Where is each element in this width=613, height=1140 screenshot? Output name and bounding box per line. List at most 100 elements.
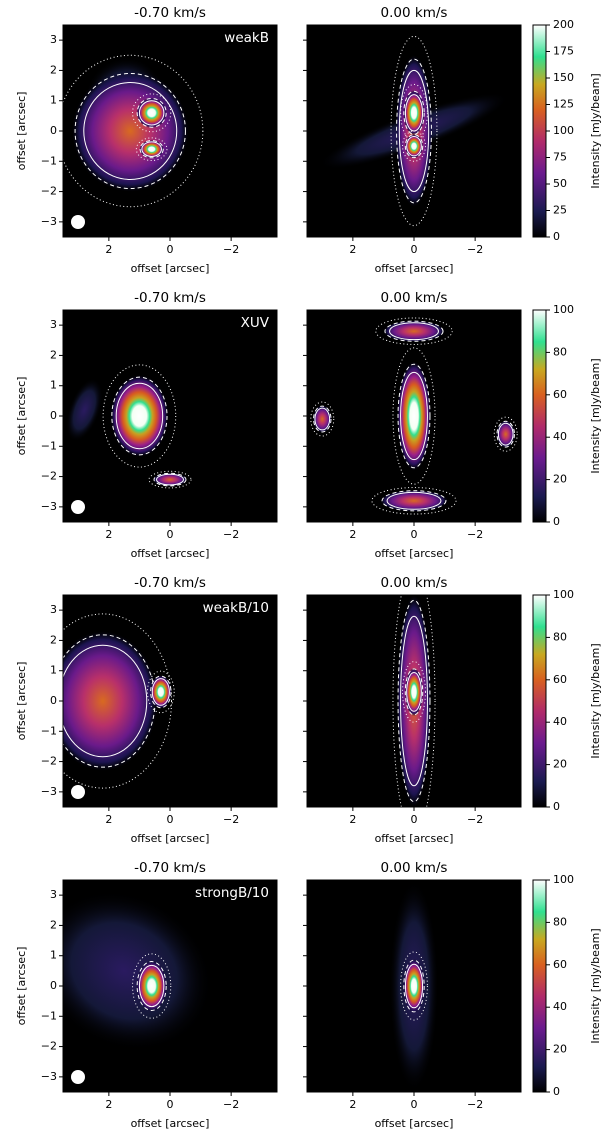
contour	[375, 317, 453, 345]
y-tick-label: −1	[41, 1009, 57, 1022]
colorbar-tick-label: 60	[553, 958, 567, 971]
emission	[403, 90, 425, 136]
y-axis-label: offset [arcsec]	[15, 662, 28, 741]
beam	[71, 1070, 85, 1084]
colorbar-tick-label: 0	[553, 1085, 560, 1098]
emission	[313, 405, 332, 433]
contour	[397, 599, 431, 803]
colorbar-tick-label: 20	[553, 758, 567, 771]
x-axis-label: offset [arcsec]	[375, 262, 454, 275]
y-tick-label: −3	[41, 215, 57, 228]
y-tick-label: 0	[50, 979, 57, 992]
x-tick-label: −2	[467, 813, 483, 826]
panel-title: -0.70 km/s	[134, 290, 206, 306]
intensity-map	[307, 25, 521, 237]
x-tick-label: −2	[223, 243, 239, 256]
colorbar-tick-label: 125	[553, 98, 574, 111]
x-tick-label: 2	[105, 813, 112, 826]
contour	[392, 347, 436, 485]
colorbar-tick-label: 20	[553, 473, 567, 486]
y-tick-label: 1	[50, 664, 57, 677]
contour	[389, 322, 439, 341]
colorbar-label: Intensity [mJy/beam]	[589, 643, 602, 758]
panel-label: weakB/10	[203, 600, 269, 616]
contour	[138, 964, 165, 1008]
x-axis-label: offset [arcsec]	[131, 547, 210, 560]
emission	[66, 378, 103, 442]
contour	[153, 472, 187, 487]
contour	[102, 364, 177, 468]
panel-label: XUV	[241, 315, 270, 331]
colorbar-tick-label: 80	[553, 345, 567, 358]
contour	[406, 672, 422, 712]
intensity-map	[63, 880, 277, 1092]
y-tick-label: 2	[50, 918, 57, 931]
y-tick-label: −2	[41, 755, 57, 768]
contour	[313, 405, 332, 433]
x-tick-label: 2	[105, 528, 112, 541]
image-panel: -0.70 km/s weakB 2 0 −2 offset [arcsec] −3 −2 −1…	[15, 5, 278, 275]
colorbar-tick-label: 175	[553, 45, 574, 58]
colorbar-tick-label: 80	[553, 630, 567, 643]
y-axis-label: offset [arcsec]	[15, 92, 28, 171]
image-panel: -0.70 km/s weakB/10 2 0 −2 offset [arcsec] −3 −…	[15, 575, 278, 845]
colorbar	[532, 24, 547, 238]
contour	[400, 951, 428, 1021]
colorbar-tick-label: 60	[553, 388, 567, 401]
y-tick-label: 2	[50, 348, 57, 361]
colorbar-tick-label: 200	[553, 18, 574, 31]
contour	[396, 58, 432, 204]
x-tick-label: 0	[167, 528, 174, 541]
contour	[404, 668, 424, 716]
x-tick-label: 0	[411, 1098, 418, 1111]
y-axis-label: offset [arcsec]	[15, 947, 28, 1026]
colorbar-tick-label: 40	[553, 430, 567, 443]
emission	[404, 667, 424, 717]
contour	[496, 420, 515, 448]
contour	[400, 371, 428, 461]
contour	[402, 130, 426, 162]
panel-title: 0.00 km/s	[381, 290, 448, 306]
colorbar-tick-label: 80	[553, 915, 567, 928]
panel-label: strongB/10	[195, 885, 269, 901]
contour	[384, 320, 444, 342]
panel-label: weakB	[224, 30, 269, 46]
colorbar-tick-label: 75	[553, 151, 567, 164]
contour	[63, 644, 148, 758]
emission	[136, 960, 167, 1012]
y-tick-label: 2	[50, 633, 57, 646]
emission	[150, 675, 172, 709]
emission	[110, 375, 169, 457]
y-tick-label: 0	[50, 124, 57, 137]
x-tick-label: 2	[105, 243, 112, 256]
contour	[111, 376, 168, 456]
y-tick-label: 2	[50, 63, 57, 76]
contour	[403, 959, 425, 1013]
contour	[493, 416, 518, 452]
x-tick-label: 0	[167, 1098, 174, 1111]
y-tick-label: 3	[50, 888, 57, 901]
x-tick-label: 2	[105, 1098, 112, 1111]
colorbar-label: Intensity [mJy/beam]	[589, 73, 602, 188]
contour	[132, 93, 172, 133]
y-tick-label: 1	[50, 94, 57, 107]
contour	[381, 490, 447, 512]
emission	[380, 490, 448, 512]
x-tick-label: 2	[349, 528, 356, 541]
emission	[63, 631, 158, 771]
emission	[496, 420, 515, 448]
colorbar-tick-label: 0	[553, 800, 560, 813]
contour	[146, 670, 175, 714]
y-tick-label: −1	[41, 724, 57, 737]
contour	[136, 961, 167, 1011]
y-tick-label: −2	[41, 470, 57, 483]
x-tick-label: 2	[349, 1098, 356, 1111]
contour	[397, 363, 431, 469]
x-axis-label: offset [arcsec]	[131, 262, 210, 275]
colorbar-tick-label: 50	[553, 177, 567, 190]
colorbar-label: Intensity [mJy/beam]	[589, 358, 602, 473]
colorbar-tick-label: 100	[553, 873, 574, 886]
intensity-map	[63, 595, 277, 807]
x-tick-label: −2	[223, 528, 239, 541]
